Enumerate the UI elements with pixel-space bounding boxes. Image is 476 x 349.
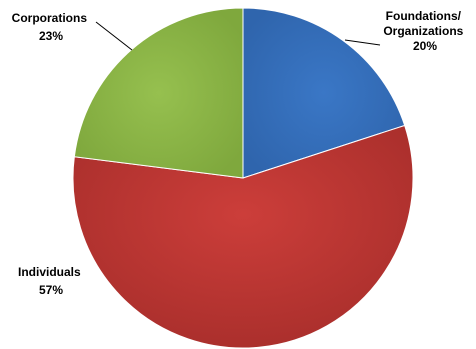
slice-corporations [73,7,244,179]
leader-line-corporations [95,21,133,51]
slice-label-foundations: Foundations/ Organizations 20% [383,9,466,53]
slice-individuals [72,124,414,349]
slice-label-corporations: Corporations 23% [12,11,91,43]
slice-foundations [242,7,406,179]
slice-label-individuals: Individuals 57% [18,265,84,297]
leader-line-foundations [344,39,381,46]
